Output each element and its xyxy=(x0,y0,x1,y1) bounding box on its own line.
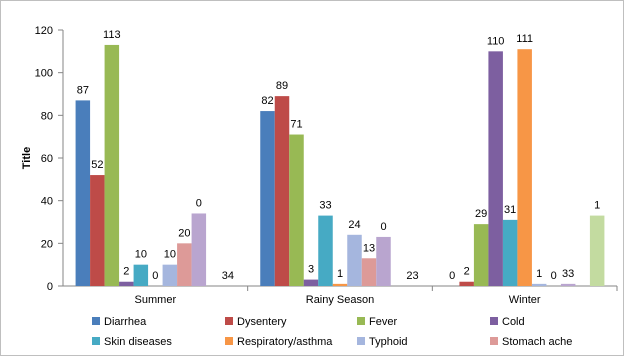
legend-label: Fever xyxy=(369,316,397,328)
data-label: 33 xyxy=(562,268,574,280)
y-tick-label: 40 xyxy=(41,196,53,208)
y-axis-title: Title xyxy=(21,147,33,169)
bar xyxy=(289,134,304,286)
data-label: 1 xyxy=(536,268,542,280)
data-label: 13 xyxy=(363,242,375,254)
legend-swatch xyxy=(357,337,365,345)
bar xyxy=(162,264,178,286)
bar xyxy=(104,44,120,286)
y-tick-label: 80 xyxy=(41,110,53,122)
y-tick-label: 60 xyxy=(41,153,53,165)
data-label: 0 xyxy=(196,197,202,209)
legend-swatch xyxy=(225,317,233,325)
bar xyxy=(361,258,377,286)
data-label: 2 xyxy=(464,266,470,278)
legend-label: Dysentery xyxy=(237,316,287,328)
bar xyxy=(332,283,348,286)
data-label: 0 xyxy=(449,270,455,282)
data-label: 0 xyxy=(551,270,557,282)
bar xyxy=(119,281,134,286)
data-label: 29 xyxy=(475,208,487,220)
data-label: 111 xyxy=(516,33,533,45)
bar xyxy=(260,111,275,286)
data-label: 24 xyxy=(348,219,360,231)
bar xyxy=(502,219,518,286)
legend-swatch xyxy=(92,337,100,345)
x-category-label: Rainy Season xyxy=(306,294,375,306)
y-tick-label: 120 xyxy=(35,25,53,37)
legend-label: Diarrhea xyxy=(104,316,147,328)
bar xyxy=(589,215,605,286)
data-label: 82 xyxy=(261,95,273,107)
data-label: 0 xyxy=(380,221,386,233)
bar xyxy=(459,281,474,286)
bar xyxy=(376,236,391,286)
data-label: 113 xyxy=(103,29,121,41)
data-label: 34 xyxy=(222,270,234,282)
data-label: 10 xyxy=(164,249,176,261)
legend-swatch xyxy=(225,337,233,345)
legend-label: Respiratory/asthma xyxy=(237,336,333,348)
bar xyxy=(560,283,576,286)
data-label: 110 xyxy=(487,35,505,47)
bar xyxy=(473,224,489,286)
data-label: 31 xyxy=(504,204,516,216)
legend-swatch xyxy=(490,317,498,325)
bar xyxy=(318,215,333,286)
data-label: 23 xyxy=(406,270,418,282)
data-label: 89 xyxy=(276,80,288,92)
legend-swatch xyxy=(357,317,365,325)
data-label: 52 xyxy=(91,159,103,171)
legend-label: Cold xyxy=(502,316,525,328)
data-label: 0 xyxy=(152,270,158,282)
y-tick-label: 100 xyxy=(35,68,53,80)
data-label: 3 xyxy=(308,264,314,276)
legend-swatch xyxy=(92,317,100,325)
legend-label: Typhoid xyxy=(369,336,408,348)
bar xyxy=(177,243,192,286)
bar xyxy=(133,264,149,286)
bar xyxy=(75,100,91,287)
data-label: 71 xyxy=(290,119,302,131)
bar xyxy=(531,283,547,286)
y-tick-label: 0 xyxy=(47,281,53,293)
bar xyxy=(517,49,532,287)
data-label: 1 xyxy=(594,200,600,212)
data-label: 10 xyxy=(135,249,147,261)
bar xyxy=(274,96,290,286)
legend-label: Stomach ache xyxy=(502,336,572,348)
bar xyxy=(303,279,319,286)
bar xyxy=(488,51,503,287)
legend-label: Skin diseases xyxy=(104,336,172,348)
x-category-label: Summer xyxy=(135,294,177,306)
data-label: 1 xyxy=(337,268,343,280)
legend-swatch xyxy=(490,337,498,345)
bar xyxy=(90,175,105,286)
data-label: 33 xyxy=(319,200,331,212)
bar xyxy=(347,234,362,286)
x-category-label: Winter xyxy=(509,294,541,306)
data-label: 87 xyxy=(77,84,89,96)
bar xyxy=(191,213,207,286)
y-tick-label: 20 xyxy=(41,238,53,250)
data-label: 20 xyxy=(178,227,190,239)
data-label: 2 xyxy=(123,266,129,278)
